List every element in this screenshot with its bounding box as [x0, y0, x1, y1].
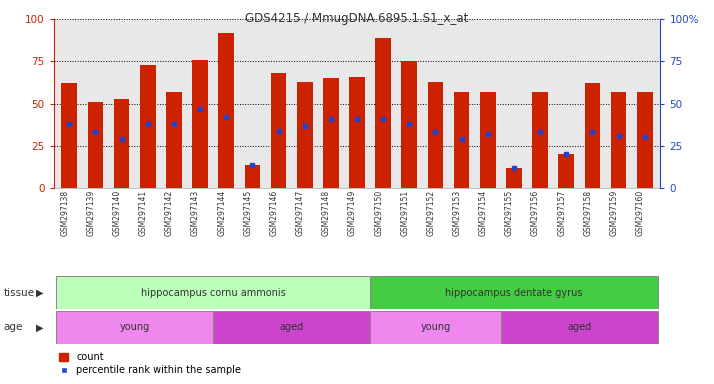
- Bar: [480, 92, 496, 188]
- Text: young: young: [421, 322, 451, 333]
- Text: hippocampus cornu ammonis: hippocampus cornu ammonis: [141, 288, 286, 298]
- Bar: [532, 92, 548, 188]
- Bar: [61, 83, 77, 188]
- Text: GSM297149: GSM297149: [348, 190, 357, 236]
- Bar: [610, 92, 626, 188]
- Bar: [140, 65, 156, 188]
- Legend: count, percentile rank within the sample: count, percentile rank within the sample: [55, 348, 245, 379]
- Text: GSM297158: GSM297158: [583, 190, 593, 236]
- Bar: [401, 61, 417, 188]
- Bar: [192, 60, 208, 188]
- Bar: [218, 33, 234, 188]
- Text: GSM297144: GSM297144: [217, 190, 226, 236]
- Bar: [376, 38, 391, 188]
- Bar: [88, 102, 104, 188]
- Bar: [166, 92, 182, 188]
- Text: GSM297138: GSM297138: [60, 190, 69, 236]
- Text: GSM297145: GSM297145: [243, 190, 252, 236]
- Text: aged: aged: [279, 322, 303, 333]
- Text: ▶: ▶: [36, 288, 43, 298]
- Bar: [114, 99, 129, 188]
- Bar: [585, 83, 600, 188]
- Text: GSM297148: GSM297148: [322, 190, 331, 236]
- Text: ▶: ▶: [36, 322, 43, 333]
- Bar: [56, 276, 370, 309]
- Text: GSM297156: GSM297156: [531, 190, 540, 236]
- Bar: [244, 164, 260, 188]
- Bar: [558, 154, 574, 188]
- Text: GSM297139: GSM297139: [86, 190, 96, 236]
- Bar: [501, 311, 658, 344]
- Text: GSM297154: GSM297154: [479, 190, 488, 236]
- Bar: [297, 82, 313, 188]
- Text: GSM297152: GSM297152: [426, 190, 436, 236]
- Text: GSM297147: GSM297147: [296, 190, 305, 236]
- Bar: [213, 311, 370, 344]
- Bar: [637, 92, 653, 188]
- Bar: [323, 78, 338, 188]
- Text: GSM297157: GSM297157: [557, 190, 566, 236]
- Bar: [454, 92, 470, 188]
- Text: GSM297150: GSM297150: [374, 190, 383, 236]
- Bar: [349, 77, 365, 188]
- Text: GSM297141: GSM297141: [139, 190, 148, 236]
- Text: young: young: [119, 322, 150, 333]
- Bar: [370, 311, 501, 344]
- Text: age: age: [4, 322, 23, 333]
- Text: GSM297142: GSM297142: [165, 190, 174, 236]
- Bar: [56, 311, 213, 344]
- Bar: [428, 82, 443, 188]
- Text: GSM297153: GSM297153: [453, 190, 462, 236]
- Text: hippocampus dentate gyrus: hippocampus dentate gyrus: [446, 288, 583, 298]
- Text: GSM297159: GSM297159: [610, 190, 618, 236]
- Bar: [506, 168, 522, 188]
- Bar: [370, 276, 658, 309]
- Text: GSM297143: GSM297143: [191, 190, 200, 236]
- Text: GSM297140: GSM297140: [113, 190, 121, 236]
- Text: tissue: tissue: [4, 288, 35, 298]
- Text: aged: aged: [567, 322, 591, 333]
- Text: GSM297146: GSM297146: [269, 190, 278, 236]
- Text: GSM297151: GSM297151: [401, 190, 409, 236]
- Bar: [271, 73, 286, 188]
- Text: GSM297155: GSM297155: [505, 190, 514, 236]
- Text: GSM297160: GSM297160: [635, 190, 645, 236]
- Text: GDS4215 / MmugDNA.6895.1.S1_x_at: GDS4215 / MmugDNA.6895.1.S1_x_at: [246, 12, 468, 25]
